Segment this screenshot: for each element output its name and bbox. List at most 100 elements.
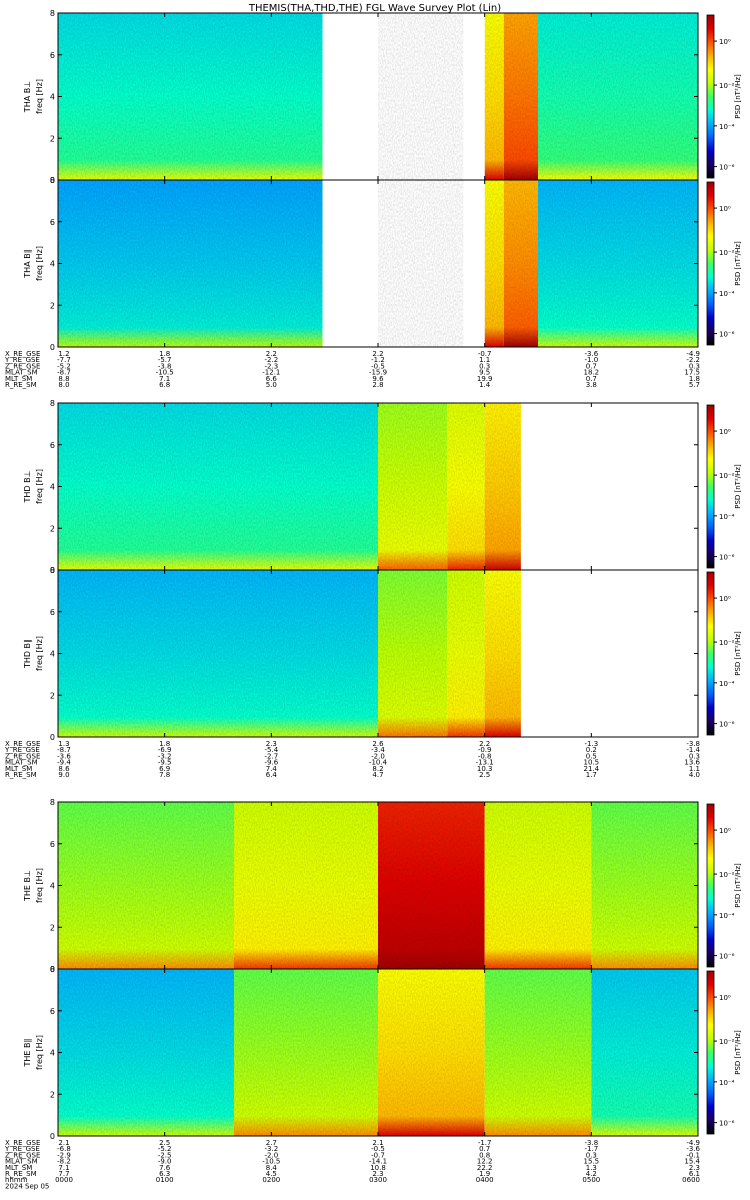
ephemeris-label: MLAT_SM (5, 1158, 38, 1166)
ephemeris-value: 4.2 (586, 1170, 597, 1178)
ephemeris-value: -5.4 (264, 746, 278, 754)
ephemeris-value: -0.5 (371, 362, 385, 370)
ephemeris-value: 15.4 (684, 1158, 700, 1166)
ephemeris-value: -10.5 (156, 369, 174, 377)
x-tick-label: 0200 (262, 1176, 280, 1184)
colorbar-tick-label: 10⁻⁴ (719, 912, 735, 920)
colorbar-tick-label: 10⁻⁶ (719, 953, 735, 961)
data-gap (520, 403, 698, 570)
y-tick-label: 2 (50, 691, 55, 700)
colorbar-tick-label: 10⁻⁶ (719, 164, 735, 172)
ephemeris-value: -2.9 (57, 1151, 71, 1159)
ephemeris-value: -1.4 (686, 746, 700, 754)
ephemeris-value: 1.1 (479, 356, 490, 364)
colorbar-label: PSD [nT²/Hz] (734, 863, 742, 908)
ephemeris-label: Y_RE_GSE (4, 746, 40, 754)
ephemeris-value: 0.8 (479, 1151, 490, 1159)
ephemeris-value: 19.9 (477, 375, 493, 383)
x-tick-label: 0500 (582, 1176, 600, 1184)
ephemeris-value: 5.7 (689, 381, 700, 389)
y-tick-label: 2 (50, 524, 55, 533)
colorbar-label: PSD [nT²/Hz] (734, 241, 742, 286)
ephemeris-value: -3.6 (57, 752, 71, 760)
ephemeris-value: -8.2 (57, 1158, 71, 1166)
ephemeris-label: MLT_SM (5, 765, 32, 773)
ephemeris-value: -0.1 (686, 1151, 700, 1159)
ephemeris-value: -1.0 (584, 356, 598, 364)
y-tick-label: 2 (50, 1090, 55, 1099)
ephemeris-value: 1.1 (689, 765, 700, 773)
ephemeris-value: 8.8 (58, 375, 69, 383)
y-tick-label: 6 (50, 1007, 55, 1016)
colorbar-tick-label: 10⁻² (719, 871, 735, 879)
ephemeris-value: 1.8 (689, 375, 700, 383)
colorbar-tick-label: 10⁻² (719, 1038, 735, 1046)
ephemeris-label: Z_RE_GSE (5, 752, 40, 760)
y-tick-label: 8 (50, 798, 55, 807)
ephemeris-label: Z_RE_GSE (5, 362, 40, 370)
ephemeris-value: 1.3 (58, 740, 69, 748)
ephemeris-value: -4.9 (686, 1139, 700, 1147)
colorbar: 10⁰ 10⁻² 10⁻⁴ 10⁻⁶ PSD [nT²/Hz] (706, 803, 742, 968)
ephemeris-value: 3.8 (586, 381, 597, 389)
y-axis-label: THA B⊥ (23, 81, 32, 113)
ephemeris-value: 12.2 (477, 1158, 493, 1166)
ephemeris-value: -0.7 (478, 350, 492, 358)
ephemeris-value: 22.2 (477, 1164, 493, 1172)
ephemeris-value: -5.2 (57, 362, 71, 370)
ephemeris-value: 17.5 (684, 369, 700, 377)
spectrogram-thd-bpar: 0 2 4 6 8 THD B∥ freq [Hz] 10⁰ 10⁻² 10⁻⁴ 10⁻⁶ PSD [… (23, 566, 742, 742)
ephemeris-label: Z_RE_GSE (5, 1151, 40, 1159)
colorbar-tick-label: 10⁻⁴ (719, 290, 735, 298)
ephemeris-value: 7.6 (159, 1164, 171, 1172)
ephemeris-label: X_RE_GSE (5, 1139, 40, 1147)
ephemeris-value: 1.3 (586, 1164, 597, 1172)
ephemeris-value: 0.3 (689, 752, 700, 760)
ephemeris-value: 6.1 (689, 1170, 700, 1178)
ephemeris-value: 4.5 (266, 1170, 277, 1178)
ephemeris-value: 21.4 (584, 765, 600, 773)
colorbar-tick-label: 10⁰ (719, 994, 731, 1002)
ephemeris-table: X_RE_GSE 1.2 1.8 2.2 2.2 -0.7 -3.6 -4.9 Y_RE_GSE… (4, 350, 700, 389)
ephemeris-value: 8.2 (372, 765, 383, 773)
ephemeris-value: -3.8 (584, 1139, 598, 1147)
ephemeris-value: 2.6 (372, 740, 384, 748)
y-tick-label: 0 (50, 566, 55, 575)
y-tick-label: 8 (50, 176, 55, 185)
ephemeris-value: -2.5 (158, 1151, 172, 1159)
y-axis-unit: freq [Hz] (35, 246, 44, 281)
ephemeris-value: 4.7 (372, 771, 383, 779)
ephemeris-value: 1.9 (479, 1170, 490, 1178)
y-axis-label: THA B∥ (23, 249, 32, 278)
y-tick-label: 6 (50, 840, 55, 849)
date-label: 2024 Sep 05 (5, 1182, 49, 1190)
colorbar-tick-label: 10⁻² (719, 249, 735, 257)
ephemeris-value: 8.0 (58, 381, 69, 389)
ephemeris-value: 7.1 (159, 375, 170, 383)
y-axis-unit: freq [Hz] (35, 636, 44, 671)
y-tick-label: 0 (50, 1132, 55, 1141)
ephemeris-value: 2.2 (266, 350, 277, 358)
colorbar-label: PSD [nT²/Hz] (734, 1030, 742, 1075)
spectrum-noise (58, 969, 698, 1136)
ephemeris-value: -0.9 (478, 746, 492, 754)
y-axis-unit: freq [Hz] (35, 1035, 44, 1070)
ephemeris-value: -3.2 (158, 752, 172, 760)
y-axis-label: THD B∥ (23, 639, 32, 669)
y-axis-unit: freq [Hz] (35, 868, 44, 903)
colorbar: 10⁰ 10⁻² 10⁻⁴ 10⁻⁶ PSD [nT²/Hz] (706, 571, 742, 736)
y-tick-label: 0 (50, 176, 55, 185)
ephemeris-value: 1.8 (159, 740, 170, 748)
colorbar-tick-label: 10⁻² (719, 639, 735, 647)
ephemeris-value: -0.7 (371, 1151, 385, 1159)
ephemeris-value: -3.8 (686, 740, 700, 748)
ephemeris-value: 1.2 (58, 350, 69, 358)
colorbar-tick-label: 10⁻⁶ (719, 721, 735, 729)
data-gap (322, 180, 378, 347)
ephemeris-value: -3.6 (686, 1145, 700, 1153)
y-tick-label: 4 (50, 93, 55, 102)
colorbar-tick-label: 10⁻⁴ (719, 513, 735, 521)
ephemeris-value: -3.4 (371, 746, 385, 754)
ephemeris-value: -4.9 (686, 350, 700, 358)
